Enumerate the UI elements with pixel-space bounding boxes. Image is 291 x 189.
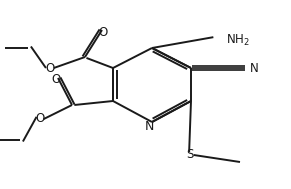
Text: O: O [52, 73, 61, 86]
Text: NH$_2$: NH$_2$ [226, 33, 250, 48]
Text: O: O [36, 112, 45, 125]
Text: O: O [98, 26, 107, 39]
Text: O: O [45, 61, 55, 74]
Text: S: S [186, 149, 194, 161]
Text: N: N [249, 61, 258, 74]
Text: N: N [145, 120, 154, 133]
